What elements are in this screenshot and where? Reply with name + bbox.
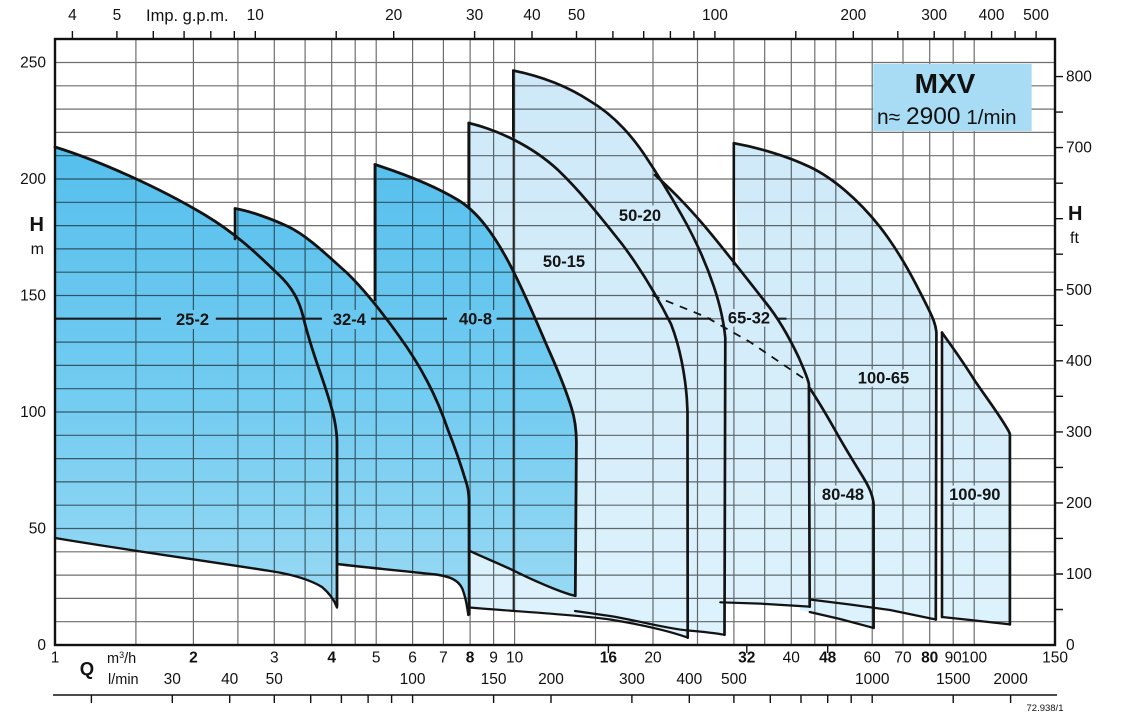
svg-text:200: 200 — [1066, 495, 1092, 512]
svg-text:40: 40 — [221, 671, 239, 688]
svg-text:100-90: 100-90 — [949, 486, 1000, 504]
svg-text:100: 100 — [400, 671, 426, 688]
svg-text:500: 500 — [1066, 282, 1092, 299]
svg-text:400: 400 — [676, 671, 702, 688]
svg-text:50: 50 — [568, 7, 586, 24]
svg-text:200: 200 — [20, 171, 46, 188]
svg-text:9: 9 — [489, 650, 498, 667]
svg-text:10: 10 — [247, 7, 265, 24]
svg-text:40-8: 40-8 — [459, 311, 492, 329]
svg-text:H: H — [30, 214, 44, 236]
svg-text:100: 100 — [702, 7, 728, 24]
svg-text:1: 1 — [51, 650, 60, 667]
svg-text:16: 16 — [600, 650, 618, 667]
svg-text:32: 32 — [738, 650, 755, 667]
svg-text:m: m — [31, 241, 44, 258]
svg-text:30: 30 — [466, 7, 484, 24]
svg-text:H: H — [1068, 203, 1082, 225]
svg-text:30: 30 — [164, 671, 182, 688]
svg-text:300: 300 — [619, 671, 645, 688]
svg-text:150: 150 — [20, 288, 46, 305]
svg-text:1500: 1500 — [936, 671, 971, 688]
svg-text:250: 250 — [20, 55, 46, 72]
svg-text:100: 100 — [961, 650, 987, 667]
svg-text:72.938/1: 72.938/1 — [1027, 703, 1064, 714]
svg-text:70: 70 — [894, 650, 912, 667]
svg-text:4: 4 — [327, 650, 336, 667]
svg-text:300: 300 — [1066, 424, 1092, 441]
svg-text:400: 400 — [1066, 353, 1092, 370]
svg-text:100: 100 — [20, 404, 46, 421]
svg-text:0: 0 — [37, 637, 46, 654]
svg-text:2: 2 — [189, 650, 198, 667]
svg-text:100: 100 — [1066, 566, 1092, 583]
svg-text:60: 60 — [864, 650, 882, 667]
svg-text:m3/h: m3/h — [107, 650, 136, 667]
svg-text:2000: 2000 — [993, 671, 1028, 688]
svg-text:300: 300 — [921, 7, 947, 24]
svg-text:MXV: MXV — [915, 68, 976, 99]
svg-text:400: 400 — [979, 7, 1005, 24]
svg-text:25-2: 25-2 — [176, 311, 209, 329]
svg-text:1000: 1000 — [855, 671, 890, 688]
svg-text:200: 200 — [840, 7, 866, 24]
svg-text:l/min: l/min — [108, 672, 139, 688]
svg-text:5: 5 — [372, 650, 381, 667]
svg-text:0: 0 — [1066, 637, 1075, 654]
svg-text:ft: ft — [1070, 230, 1079, 247]
svg-text:40: 40 — [783, 650, 801, 667]
svg-text:500: 500 — [1023, 7, 1049, 24]
svg-text:6: 6 — [408, 650, 417, 667]
svg-text:80: 80 — [921, 650, 938, 667]
svg-text:150: 150 — [481, 671, 507, 688]
svg-text:48: 48 — [819, 650, 837, 667]
svg-text:3: 3 — [270, 650, 279, 667]
svg-text:5: 5 — [113, 7, 122, 24]
svg-text:100-65: 100-65 — [858, 370, 909, 388]
svg-text:Imp. g.p.m.: Imp. g.p.m. — [146, 7, 229, 25]
svg-text:20: 20 — [385, 7, 403, 24]
svg-text:90: 90 — [945, 650, 963, 667]
svg-text:65-32: 65-32 — [728, 310, 770, 328]
svg-text:8: 8 — [466, 650, 475, 667]
svg-text:50-15: 50-15 — [543, 253, 585, 271]
svg-text:Q: Q — [80, 658, 94, 679]
svg-text:10: 10 — [506, 650, 524, 667]
svg-text:32-4: 32-4 — [333, 311, 367, 329]
svg-text:50-20: 50-20 — [619, 207, 661, 225]
svg-text:50: 50 — [266, 671, 284, 688]
svg-text:n≈ 2900 1/min: n≈ 2900 1/min — [877, 103, 1017, 130]
svg-text:200: 200 — [538, 671, 564, 688]
svg-text:40: 40 — [523, 7, 541, 24]
svg-text:150: 150 — [1042, 650, 1068, 667]
svg-text:20: 20 — [644, 650, 662, 667]
svg-text:800: 800 — [1066, 69, 1092, 86]
svg-text:4: 4 — [68, 7, 77, 24]
svg-text:50: 50 — [29, 521, 47, 538]
svg-text:700: 700 — [1066, 140, 1092, 157]
svg-text:500: 500 — [721, 671, 747, 688]
svg-text:80-48: 80-48 — [822, 486, 864, 504]
svg-text:7: 7 — [439, 650, 448, 667]
